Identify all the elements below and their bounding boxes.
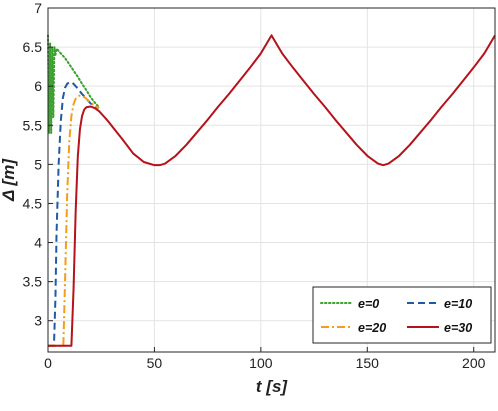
legend: e=0 e=10 e=20 e=30 — [312, 286, 492, 344]
x-tick-label: 50 — [147, 355, 163, 371]
series-line-e-30 — [48, 34, 496, 347]
y-tick-label: 5.5 — [23, 117, 43, 133]
axis-ticks: 0 50 100 150 200 3 3.5 4 4.5 5 5.5 6 6.5 7 — [23, 0, 486, 371]
legend-label: e=10 — [444, 297, 472, 311]
legend-box — [312, 286, 492, 344]
x-tick-label: 0 — [44, 355, 52, 371]
x-tick-label: 200 — [462, 355, 486, 371]
y-tick-label: 4.5 — [23, 195, 43, 211]
x-axis-label: t [s] — [256, 377, 289, 396]
y-tick-label: 4 — [34, 235, 42, 251]
y-tick-label: 6 — [34, 78, 42, 94]
y-tick-label: 3 — [34, 313, 42, 329]
legend-label: e=30 — [444, 321, 472, 335]
y-tick-label: 5 — [34, 156, 42, 172]
plot-frame — [47, 7, 496, 353]
x-tick-label: 150 — [356, 355, 380, 371]
y-tick-label: 7 — [34, 0, 42, 16]
legend-label: e=0 — [358, 297, 379, 311]
y-tick-label: 6.5 — [23, 39, 43, 55]
legend-label: e=20 — [358, 321, 386, 335]
series-line-e-10 — [48, 81, 100, 347]
y-tick-label: 3.5 — [23, 274, 43, 290]
series-lines — [47, 34, 496, 347]
y-axis-label: Δ [m] — [0, 158, 18, 202]
series-line-e-0 — [47, 34, 101, 135]
x-tick-label: 100 — [249, 355, 273, 371]
